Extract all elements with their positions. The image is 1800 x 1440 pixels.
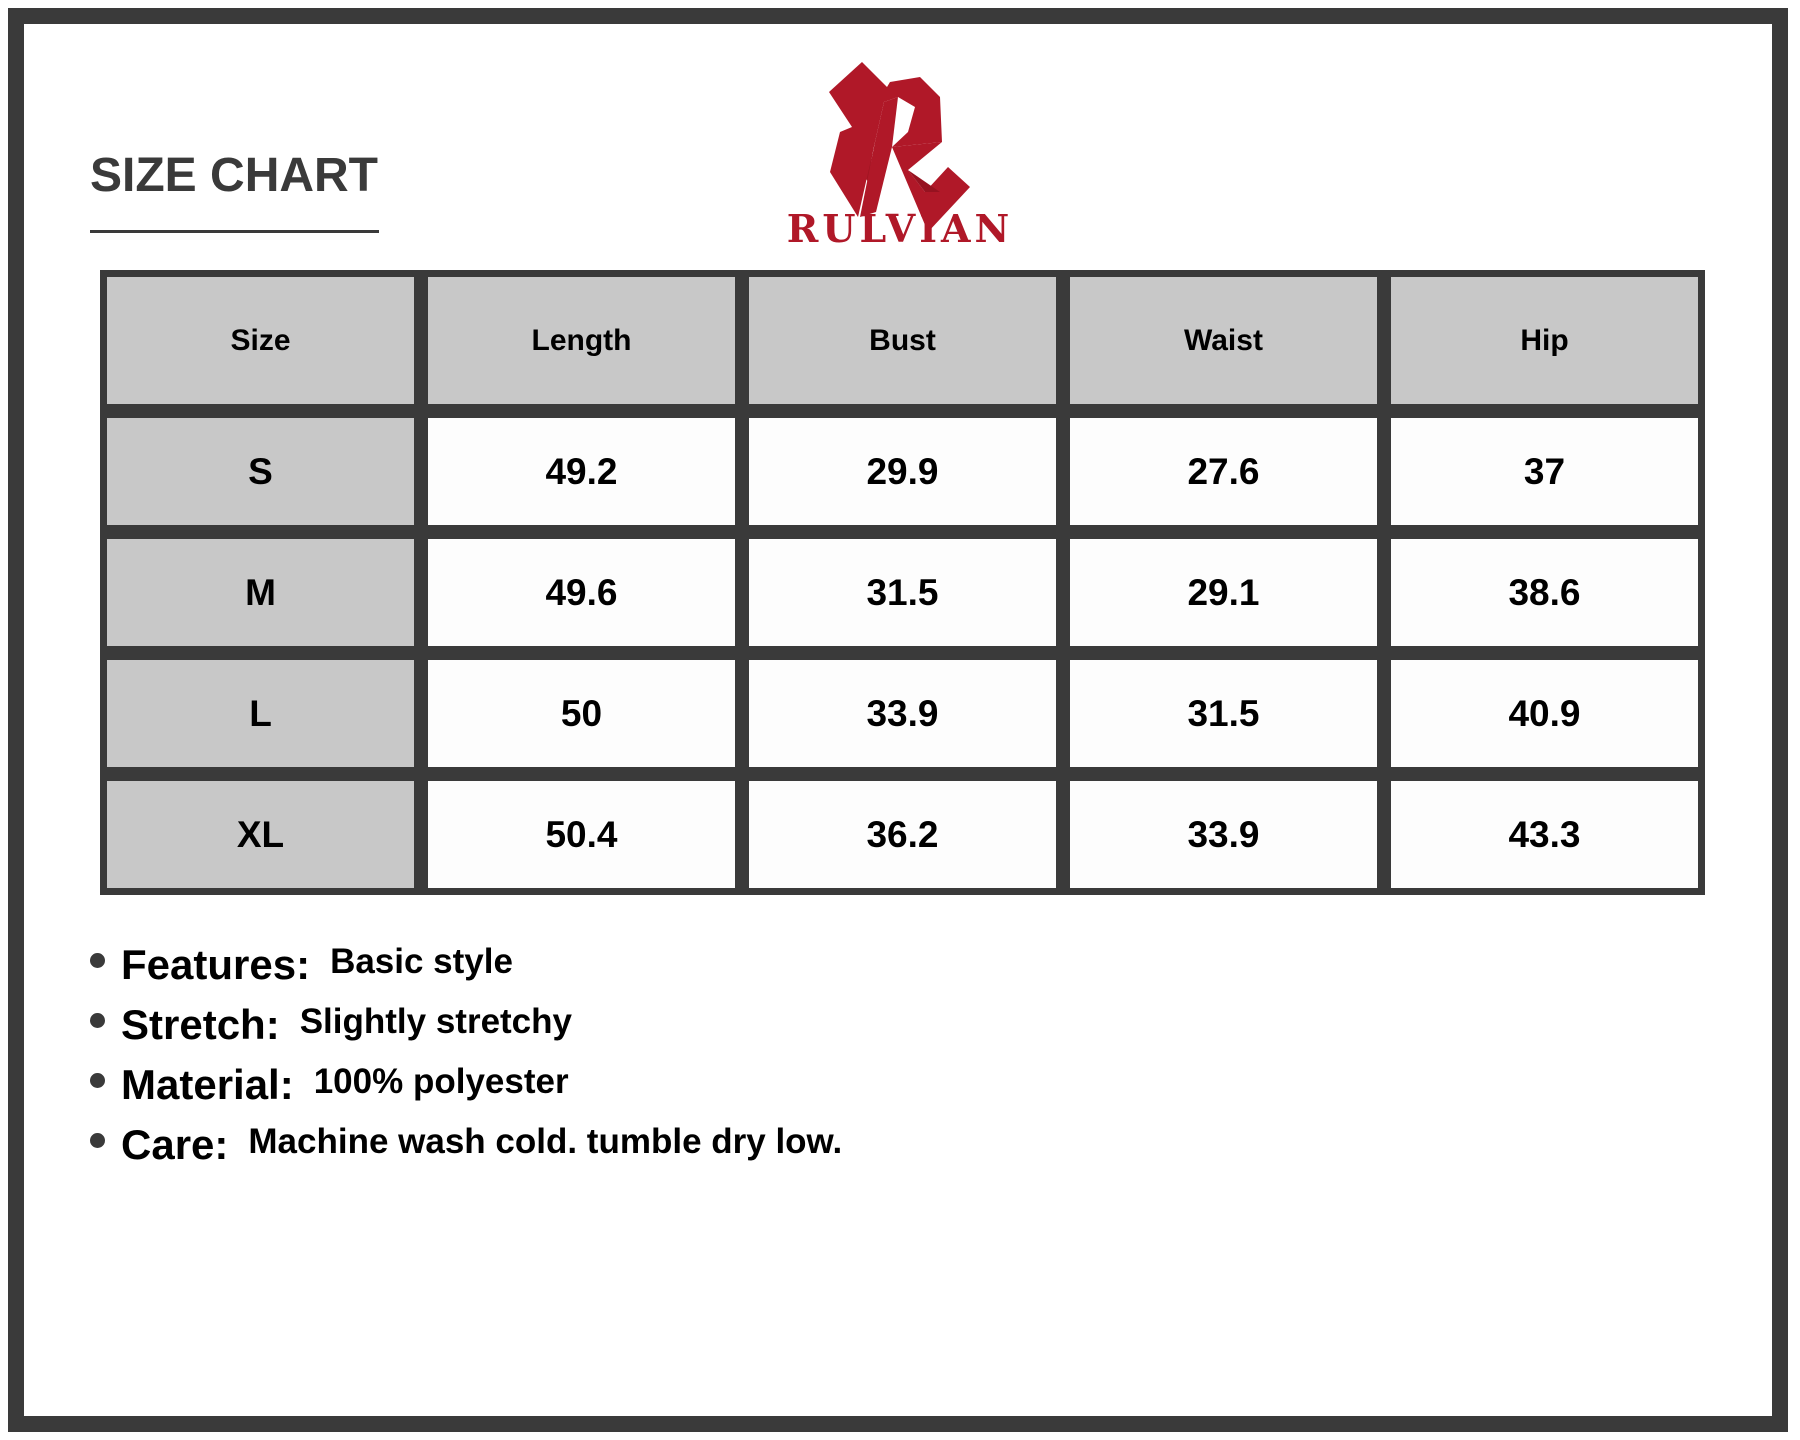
note-label: Stretch: [121, 1001, 280, 1048]
note-material: Material: 100% polyester [90, 1055, 842, 1115]
note-label: Features: [121, 941, 311, 988]
note-stretch: Stretch: Slightly stretchy [90, 995, 842, 1055]
length-cell: 49.6 [428, 539, 735, 646]
hip-cell: 38.6 [1391, 539, 1698, 646]
waist-cell: 33.9 [1070, 781, 1377, 888]
header-size: Size [107, 277, 414, 404]
length-cell: 49.2 [428, 418, 735, 525]
note-label: Care: [121, 1121, 229, 1168]
header-hip: Hip [1391, 277, 1698, 404]
note-care: Care: Machine wash cold. tumble dry low. [90, 1115, 842, 1175]
size-cell: XL [107, 781, 414, 888]
note-value: Slightly stretchy [299, 1002, 572, 1041]
note-value: Machine wash cold. tumble dry low. [248, 1122, 843, 1161]
hip-cell: 37 [1391, 418, 1698, 525]
bust-cell: 29.9 [749, 418, 1056, 525]
size-cell: S [107, 418, 414, 525]
waist-cell: 31.5 [1070, 660, 1377, 767]
product-notes: Features: Basic style Stretch: Slightly … [90, 935, 842, 1175]
page-frame [8, 8, 1788, 1432]
bust-cell: 33.9 [749, 660, 1056, 767]
hip-cell: 40.9 [1391, 660, 1698, 767]
page-title: SIZE CHART [90, 149, 378, 202]
header-bust: Bust [749, 277, 1056, 404]
note-value: 100% polyester [313, 1062, 569, 1101]
header-waist: Waist [1070, 277, 1377, 404]
bullet-icon [90, 1012, 105, 1028]
bust-cell: 36.2 [749, 781, 1056, 888]
length-cell: 50 [428, 660, 735, 767]
waist-cell: 27.6 [1070, 418, 1377, 525]
brand-name: RULVIAN [786, 206, 1014, 251]
note-features: Features: Basic style [90, 935, 842, 995]
brand-logo-icon [829, 62, 970, 232]
size-table: Size Length Bust Waist Hip S 49.2 29.9 2… [100, 270, 1705, 895]
size-cell: L [107, 660, 414, 767]
bullet-icon [90, 1072, 105, 1088]
header-length: Length [428, 277, 735, 404]
hip-cell: 43.3 [1391, 781, 1698, 888]
size-cell: M [107, 539, 414, 646]
bullet-icon [90, 952, 105, 968]
bust-cell: 31.5 [749, 539, 1056, 646]
note-value: Basic style [330, 942, 513, 981]
bullet-icon [90, 1132, 105, 1148]
waist-cell: 29.1 [1070, 539, 1377, 646]
note-label: Material: [121, 1061, 294, 1108]
title-underline [90, 230, 379, 233]
length-cell: 50.4 [428, 781, 735, 888]
